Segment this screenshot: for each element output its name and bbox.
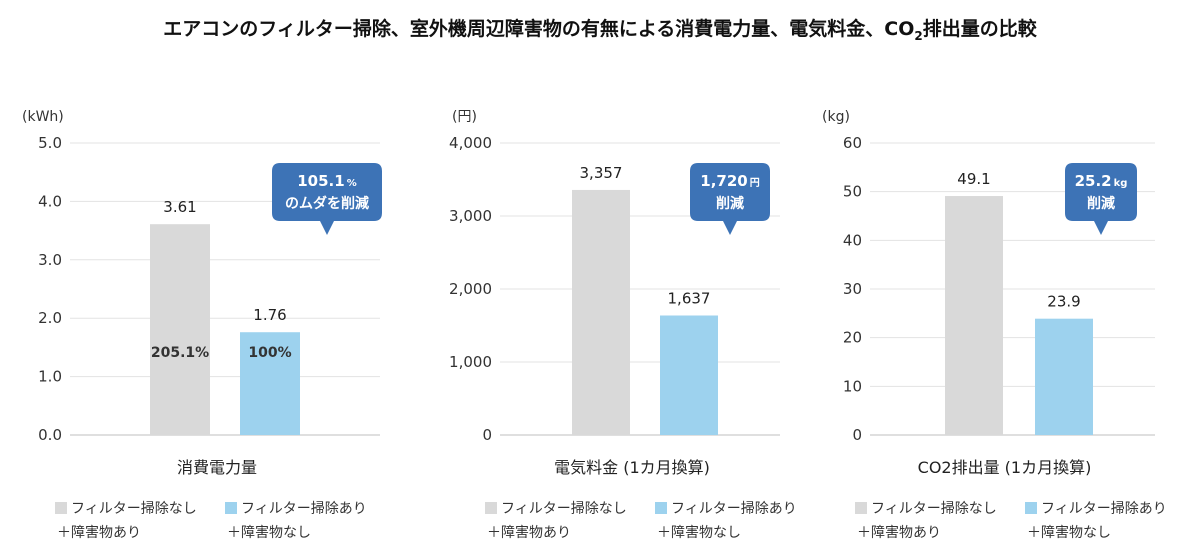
y-tick-label: 0.0 bbox=[38, 426, 62, 444]
legend-label-line2: ＋障害物なし bbox=[1027, 525, 1111, 541]
data-label: 3,357 bbox=[580, 164, 623, 182]
x-axis-label: 電気料金 (1カ月換算) bbox=[554, 458, 710, 477]
legend-label-line2: ＋障害物あり bbox=[857, 525, 941, 541]
x-axis-label: CO2排出量 (1カ月換算) bbox=[918, 458, 1092, 477]
callout-number: 105.1 bbox=[297, 172, 344, 190]
y-tick-label: 4.0 bbox=[38, 192, 62, 210]
data-label: 23.9 bbox=[1047, 293, 1080, 311]
y-tick-label: 60 bbox=[843, 134, 862, 152]
data-label: 1,637 bbox=[668, 289, 711, 307]
data-label: 3.61 bbox=[163, 198, 196, 216]
title-text-end: 排出量の比較 bbox=[922, 18, 1037, 40]
callout-text: 削減 bbox=[1087, 195, 1115, 212]
legend-swatch bbox=[855, 502, 867, 514]
data-label: 1.76 bbox=[253, 306, 286, 324]
bar-before bbox=[572, 189, 630, 435]
y-tick-label: 30 bbox=[843, 280, 862, 298]
co2-emission-chart: (kg) 0 10 20 30 40 50 60 49.1 23.9 25.2 kg 削減 CO2排出量 … bbox=[822, 109, 1167, 541]
callout-bubble bbox=[690, 163, 770, 235]
y-tick-label: 1.0 bbox=[38, 368, 62, 386]
bar-before bbox=[150, 224, 210, 435]
title-text: エアコンのフィルター掃除、室外機周辺障害物の有無による消費電力量、電気料金、CO bbox=[163, 18, 915, 40]
x-axis-label: 消費電力量 bbox=[177, 458, 257, 477]
data-label: 49.1 bbox=[957, 170, 990, 188]
electricity-cost-chart: (円) 0 1,000 2,000 3,000 4,000 3,357 1,637 1,720 円… bbox=[449, 109, 797, 541]
legend-swatch bbox=[225, 502, 237, 514]
callout-value: 105.1% bbox=[297, 172, 356, 190]
legend-label: フィルター掃除あり bbox=[1041, 500, 1167, 517]
callout-value: 25.2 kg bbox=[1075, 172, 1128, 190]
y-tick-label: 3,000 bbox=[449, 207, 492, 225]
bar-before bbox=[945, 196, 1003, 435]
callout-bubble bbox=[1065, 163, 1137, 235]
bar-after bbox=[240, 332, 300, 435]
callout-unit: kg bbox=[1114, 178, 1128, 189]
callout-unit: 円 bbox=[750, 177, 760, 189]
callout-text: 削減 bbox=[716, 195, 744, 212]
legend-label: フィルター掃除なし bbox=[71, 500, 197, 517]
y-tick-label: 2,000 bbox=[449, 280, 492, 298]
callout-text: のムダを削減 bbox=[285, 195, 369, 212]
legend-label: フィルター掃除なし bbox=[871, 500, 997, 517]
legend-label: フィルター掃除あり bbox=[241, 500, 367, 517]
legend-swatch bbox=[1025, 502, 1037, 514]
callout-number: 25.2 bbox=[1075, 172, 1112, 190]
callout-unit: % bbox=[347, 178, 357, 189]
y-axis-unit: (円) bbox=[452, 109, 477, 125]
title-subscript: 2 bbox=[914, 28, 923, 43]
legend-swatch bbox=[485, 502, 497, 514]
y-tick-label: 50 bbox=[843, 183, 862, 201]
y-tick-label: 0 bbox=[482, 426, 492, 444]
legend-label: フィルター掃除なし bbox=[501, 500, 627, 517]
y-axis-unit: (kg) bbox=[822, 109, 850, 125]
legend-label-line2: ＋障害物あり bbox=[487, 525, 571, 541]
y-tick-label: 5.0 bbox=[38, 134, 62, 152]
y-tick-label: 3.0 bbox=[38, 251, 62, 269]
y-tick-label: 40 bbox=[843, 231, 862, 249]
legend-label: フィルター掃除あり bbox=[671, 500, 797, 517]
percent-label: 100% bbox=[248, 345, 291, 361]
y-tick-label: 1,000 bbox=[449, 353, 492, 371]
y-tick-label: 4,000 bbox=[449, 134, 492, 152]
chart-main-title: エアコンのフィルター掃除、室外機周辺障害物の有無による消費電力量、電気料金、CO… bbox=[0, 14, 1200, 43]
y-axis-unit: (kWh) bbox=[22, 109, 64, 125]
legend-label-line2: ＋障害物なし bbox=[227, 525, 311, 541]
callout-bubble bbox=[272, 163, 382, 235]
bar-after bbox=[1035, 318, 1093, 435]
legend-label-line2: ＋障害物あり bbox=[57, 525, 141, 541]
percent-label: 205.1% bbox=[151, 345, 209, 361]
y-tick-label: 2.0 bbox=[38, 309, 62, 327]
power-consumption-chart: (kWh) 0.0 1.0 2.0 3.0 4.0 5.0 3.61 205.1% 1.76 100… bbox=[22, 109, 382, 541]
y-tick-label: 0 bbox=[852, 426, 862, 444]
legend-swatch bbox=[55, 502, 67, 514]
y-tick-label: 10 bbox=[843, 377, 862, 395]
callout-number: 1,720 bbox=[700, 172, 747, 190]
bar-after bbox=[660, 315, 718, 435]
legend-swatch bbox=[655, 502, 667, 514]
legend-label-line2: ＋障害物なし bbox=[657, 525, 741, 541]
callout-value: 1,720 円 bbox=[700, 172, 759, 190]
y-tick-label: 20 bbox=[843, 329, 862, 347]
